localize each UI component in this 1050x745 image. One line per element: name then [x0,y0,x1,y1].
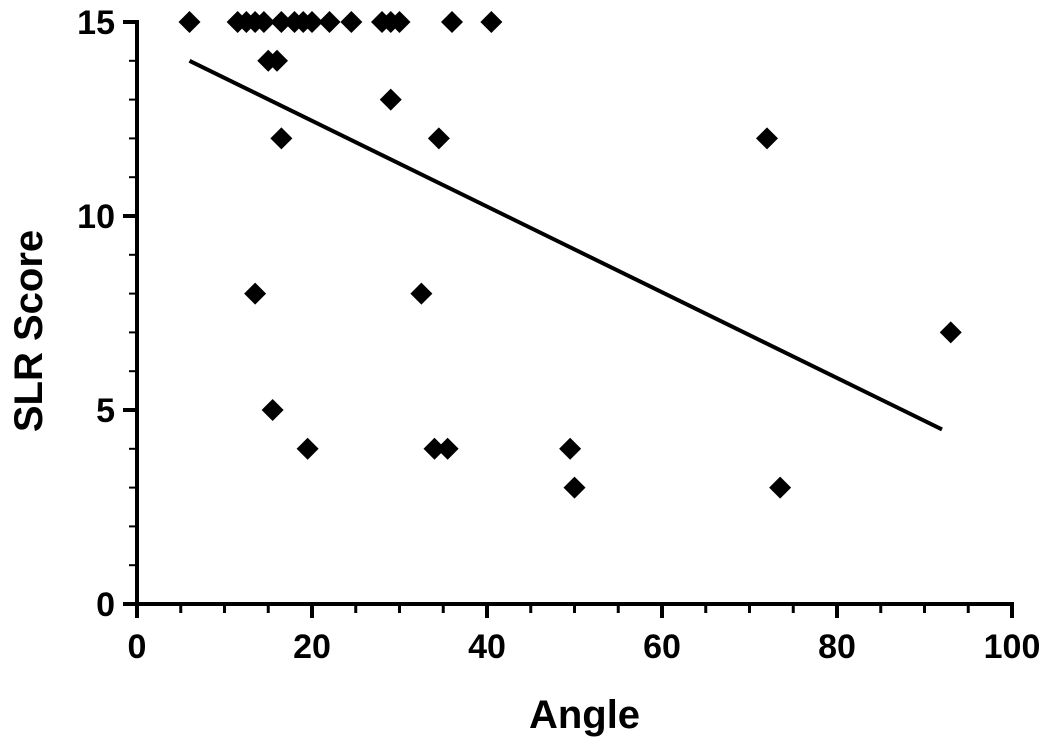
scatter-point [270,11,293,33]
data-points [178,11,962,499]
scatter-point [769,476,792,499]
scatter-point [266,49,288,72]
axes [135,20,1014,606]
scatter-point [340,11,363,33]
x-tick-label: 0 [128,628,147,666]
scatter-point [436,437,459,460]
scatter-point [318,11,341,33]
x-axis-title: Angle [529,693,640,737]
scatter-point [261,399,284,421]
ticks: 0 20 40 60 80 100 0 5 10 15 [77,4,1040,666]
scatter-point [563,476,586,499]
scatter-point [379,88,402,111]
scatter-point [423,437,446,460]
scatter-point [244,282,267,305]
scatter-point [441,11,463,33]
scatter-point [756,127,778,150]
x-tick-label: 100 [984,628,1041,666]
x-tick-label: 20 [293,628,331,666]
scatter-point [410,282,433,305]
scatter-point [480,11,503,33]
x-tick-label: 80 [818,628,856,666]
trendline-layer [188,59,943,432]
scatter-point [178,11,201,33]
scatter-point [939,321,962,344]
scatter-point [559,437,582,460]
y-tick-label: 10 [77,198,115,236]
scatter-point [388,11,411,33]
x-tick-label: 40 [468,628,506,666]
scatter-point [296,437,319,460]
scatter-point [427,127,450,150]
scatter-point [301,11,323,33]
x-tick-label: 60 [643,628,681,666]
y-tick-label: 0 [96,586,115,624]
scatter-point [270,127,293,150]
y-tick-label: 5 [96,392,115,430]
y-tick-label: 15 [77,4,115,42]
regression-line [188,59,943,432]
y-axis-title: SLR Score [7,230,51,432]
scatter-point [252,11,275,33]
